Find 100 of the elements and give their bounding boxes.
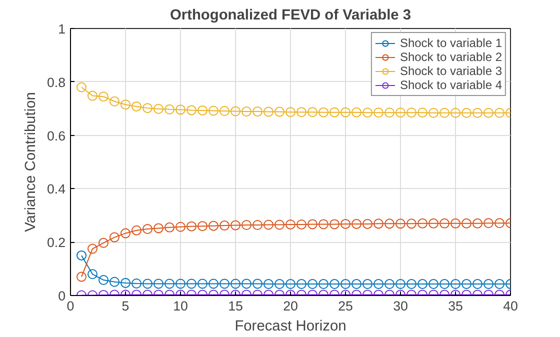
point [110,232,120,242]
point [406,279,416,290]
point [340,279,350,290]
point [418,108,428,118]
point [76,272,86,282]
point [472,108,482,118]
point [142,224,152,234]
point [120,278,130,288]
point [176,278,186,289]
point [450,108,460,118]
y-tick-label: 0.6 [46,128,66,144]
point [484,108,494,118]
point [450,218,460,228]
legend-label: Shock to variable 1 [400,36,502,50]
point [428,108,438,118]
point [384,218,394,229]
point [132,101,142,112]
y-tick-label: 0 [58,288,66,304]
point [274,106,284,117]
point [208,220,218,231]
point [330,279,340,290]
point [374,279,384,290]
point [120,228,130,238]
point [472,218,482,228]
point [318,107,328,118]
x-tick-label: 20 [283,298,298,314]
point [296,279,306,290]
point [440,108,450,118]
chart-title: Orthogonalized FEVD of Variable 3 [170,8,412,24]
point [242,220,252,230]
point [462,218,472,228]
point [186,105,196,116]
point [318,279,328,290]
point [88,244,98,254]
point [154,104,164,114]
point [352,279,362,290]
point [428,218,438,228]
point [494,218,504,228]
point [428,279,438,290]
point [132,225,142,236]
point [198,278,208,289]
point [154,223,164,234]
x-tick-label: 10 [173,298,188,314]
x-tick-label: 15 [228,298,243,314]
point [396,218,406,229]
point [142,278,152,289]
point [440,279,450,290]
point [98,92,108,102]
point [220,106,230,116]
point [296,219,306,230]
point [494,279,504,290]
y-tick-label: 0.4 [46,182,66,197]
point [274,279,284,290]
point [264,106,274,117]
point [98,275,108,286]
point [472,279,482,290]
point [362,279,372,290]
x-tick-label: 25 [338,298,353,314]
point [198,221,208,232]
point [88,90,98,101]
point [340,107,350,118]
point [352,218,362,229]
point [242,278,252,289]
point [396,279,406,290]
point [418,279,428,290]
point [308,279,318,290]
point [286,107,296,118]
point [264,220,274,230]
point [362,218,372,229]
point [418,218,428,228]
point [274,220,284,230]
point [208,106,218,116]
point [176,222,186,232]
legend-label: Shock to variable 3 [400,64,502,78]
point [462,108,472,118]
point [494,108,504,118]
point [208,278,218,289]
point [440,218,450,228]
point [330,107,340,118]
point [110,276,120,287]
y-tick-label: 1 [58,22,66,36]
x-tick-label: 30 [393,298,408,314]
point [132,278,142,288]
y-tick-label: 0.8 [46,74,66,90]
point [220,220,230,231]
point [230,220,240,230]
point [88,269,98,280]
point [186,278,196,289]
legend-label: Shock to variable 2 [400,50,502,64]
point [164,222,174,232]
point [220,278,230,289]
point [264,279,274,290]
point [406,108,416,118]
point [120,100,130,110]
point [186,221,196,232]
point [330,219,340,230]
point [450,279,460,290]
point [76,250,86,260]
point [286,219,296,230]
point [98,238,108,248]
